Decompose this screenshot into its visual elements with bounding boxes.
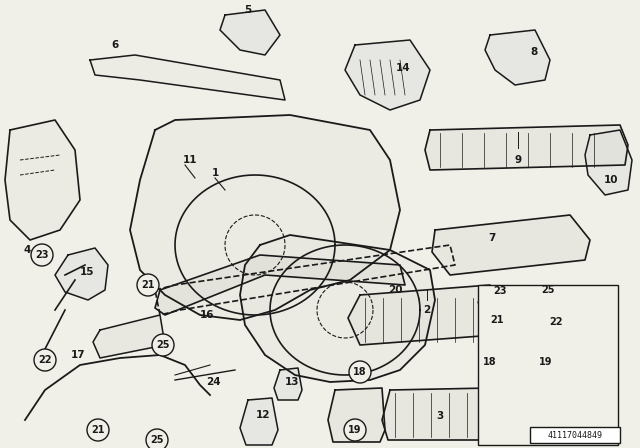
Text: 8: 8	[531, 47, 538, 57]
Polygon shape	[155, 255, 405, 315]
Polygon shape	[130, 115, 400, 320]
Polygon shape	[220, 10, 280, 55]
Text: 14: 14	[396, 63, 410, 73]
Circle shape	[349, 361, 371, 383]
Polygon shape	[345, 40, 430, 110]
Circle shape	[481, 359, 499, 377]
Polygon shape	[478, 292, 515, 318]
Polygon shape	[497, 383, 598, 428]
Circle shape	[344, 419, 366, 441]
Text: 23: 23	[493, 286, 507, 296]
Polygon shape	[5, 120, 80, 240]
Circle shape	[567, 417, 583, 433]
Text: 25: 25	[541, 285, 555, 295]
Circle shape	[146, 429, 168, 448]
FancyBboxPatch shape	[478, 285, 618, 445]
Polygon shape	[432, 215, 590, 275]
Circle shape	[31, 244, 53, 266]
Text: 22: 22	[38, 355, 52, 365]
Text: 13: 13	[285, 377, 300, 387]
Text: 9: 9	[515, 155, 522, 165]
Text: 4: 4	[23, 245, 31, 255]
Polygon shape	[425, 125, 628, 170]
Text: 18: 18	[353, 367, 367, 377]
Text: 25: 25	[150, 435, 164, 445]
Text: 19: 19	[348, 425, 362, 435]
Text: 16: 16	[200, 310, 214, 320]
Text: 19: 19	[540, 357, 553, 367]
Circle shape	[152, 334, 174, 356]
Circle shape	[535, 327, 551, 343]
Text: 17: 17	[70, 350, 85, 360]
Circle shape	[137, 274, 159, 296]
Circle shape	[523, 359, 541, 377]
Polygon shape	[240, 398, 278, 445]
Text: 3: 3	[436, 411, 444, 421]
Text: 15: 15	[80, 267, 94, 277]
Text: 12: 12	[256, 410, 270, 420]
Text: 21: 21	[490, 315, 504, 325]
Circle shape	[507, 417, 523, 433]
Circle shape	[34, 349, 56, 371]
Text: 21: 21	[141, 280, 155, 290]
Polygon shape	[485, 30, 550, 85]
Text: 22: 22	[549, 317, 563, 327]
Polygon shape	[536, 296, 550, 300]
Text: 18: 18	[483, 357, 497, 367]
FancyBboxPatch shape	[530, 427, 620, 443]
Text: 11: 11	[183, 155, 197, 165]
Text: 7: 7	[488, 233, 496, 243]
Polygon shape	[274, 368, 302, 400]
Polygon shape	[585, 130, 632, 195]
Text: 6: 6	[111, 40, 118, 50]
Text: 24: 24	[205, 377, 220, 387]
Polygon shape	[328, 388, 385, 442]
Text: 21: 21	[92, 425, 105, 435]
Polygon shape	[55, 248, 108, 300]
Text: 23: 23	[35, 250, 49, 260]
Text: 1: 1	[211, 168, 219, 178]
Polygon shape	[382, 388, 495, 440]
Polygon shape	[93, 315, 165, 358]
Polygon shape	[90, 55, 285, 100]
Text: 25: 25	[156, 340, 170, 350]
Polygon shape	[348, 285, 500, 345]
Circle shape	[87, 419, 109, 441]
Text: 5: 5	[244, 5, 252, 15]
Text: 41117044849: 41117044849	[547, 431, 602, 439]
Text: 2: 2	[424, 305, 431, 315]
Text: 10: 10	[604, 175, 618, 185]
Polygon shape	[240, 235, 435, 382]
Text: 20: 20	[388, 285, 403, 295]
